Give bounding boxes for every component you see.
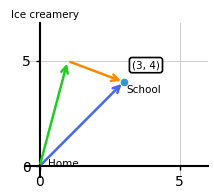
Text: Ice creamery: Ice creamery [11, 10, 79, 20]
Text: Home: Home [48, 159, 78, 169]
Text: (3, 4): (3, 4) [132, 60, 160, 70]
Text: School: School [126, 85, 161, 95]
